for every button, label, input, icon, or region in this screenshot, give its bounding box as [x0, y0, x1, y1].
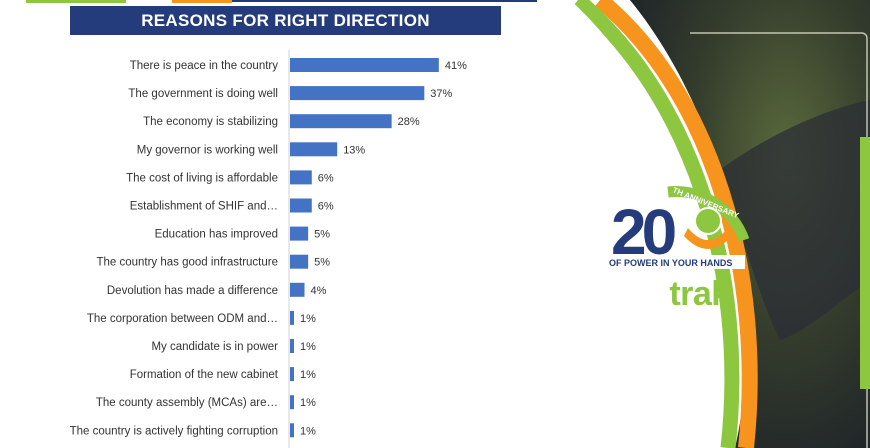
hand-silhouette	[720, 100, 870, 340]
anniversary-ring-icon	[667, 186, 750, 242]
category-label: Establishment of SHIF and…	[130, 201, 278, 213]
data-label: 41%	[445, 60, 467, 72]
category-label: The government is doing well	[128, 88, 278, 100]
logo-wordmark-info: info	[609, 275, 669, 313]
orange-arc	[594, 0, 758, 448]
bar	[290, 423, 294, 438]
hands-icon	[684, 228, 732, 249]
bar	[290, 226, 309, 241]
category-label: Devolution has made a difference	[107, 285, 278, 297]
bar	[290, 339, 294, 353]
bar	[290, 254, 309, 269]
bar	[290, 170, 312, 185]
data-label: 5%	[314, 257, 330, 269]
category-label: Education has improved	[155, 229, 278, 241]
logo-tagline: OF POWER IN YOUR HANDS	[609, 258, 732, 268]
bar-chart: There is peace in the country 41% The gove…	[70, 50, 467, 448]
category-label: The county assembly (MCAs) are…	[96, 397, 278, 409]
bar	[290, 367, 294, 382]
logo-wordmark: infotrak	[609, 275, 730, 313]
bar	[290, 198, 312, 213]
chart-title: REASONS FOR RIGHT DIRECTION	[70, 6, 501, 35]
top-accent-green	[26, 0, 126, 3]
category-label: The cost of living is affordable	[126, 172, 278, 184]
globe-icon	[694, 207, 722, 235]
data-label: 6%	[318, 201, 334, 213]
data-label: 37%	[430, 88, 452, 100]
category-label: Formation of the new cabinet	[130, 369, 279, 381]
top-accent-navy	[232, 0, 537, 2]
category-label: My candidate is in power	[151, 341, 278, 353]
category-label: The country is actively fighting corrupt…	[70, 425, 278, 437]
data-label: 6%	[318, 172, 334, 184]
data-label: 1%	[300, 369, 316, 381]
category-label: The corporation between ODM and…	[87, 313, 278, 325]
infotrak-panel: TH ANNIVERSARY 20 OF POWER IN YOUR HANDS…	[560, 0, 870, 448]
bar	[290, 142, 338, 157]
data-label: 4%	[311, 285, 327, 297]
bar	[290, 86, 425, 101]
bar	[290, 58, 439, 72]
logo-wordmark-trak: trak	[669, 275, 730, 313]
card-outline	[690, 32, 868, 448]
data-label: 1%	[300, 313, 316, 325]
bar	[290, 114, 392, 129]
category-label: The country has good infrastructure	[96, 257, 278, 269]
bar	[290, 395, 294, 410]
bar	[290, 310, 294, 325]
green-side-bar	[860, 137, 870, 389]
category-label: My governor is working well	[137, 144, 278, 156]
top-accent-orange	[172, 0, 232, 3]
data-label: 1%	[300, 341, 316, 353]
data-label: 1%	[300, 425, 316, 437]
data-label: 28%	[398, 116, 420, 128]
data-label: 13%	[343, 144, 365, 156]
category-label: There is peace in the country	[130, 60, 279, 72]
bar	[290, 282, 305, 297]
data-label: 5%	[314, 229, 330, 241]
category-label: The economy is stabilizing	[143, 116, 278, 128]
data-label: 1%	[300, 397, 316, 409]
tagline-band	[607, 255, 745, 269]
